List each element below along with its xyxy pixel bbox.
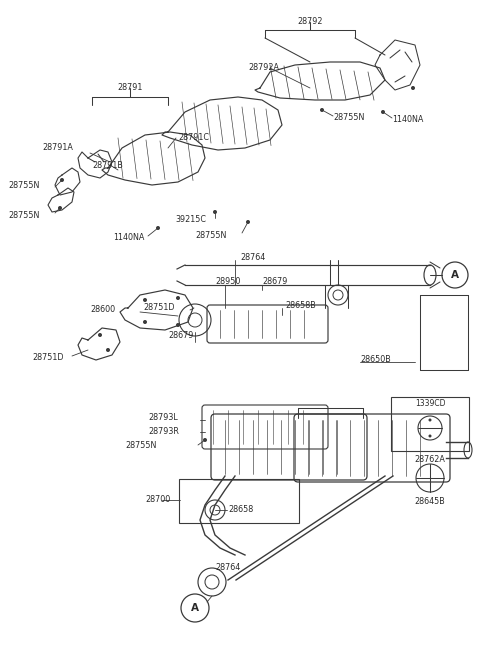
Text: 1339CD: 1339CD [415, 398, 445, 407]
Text: 28764: 28764 [215, 563, 240, 572]
Circle shape [60, 178, 64, 182]
Text: A: A [191, 603, 199, 613]
Text: 28792A: 28792A [248, 64, 279, 73]
Text: 28792: 28792 [297, 18, 323, 26]
Text: 1140NA: 1140NA [113, 233, 144, 242]
Circle shape [176, 296, 180, 300]
Circle shape [143, 298, 147, 302]
Circle shape [106, 348, 110, 352]
Circle shape [156, 226, 160, 230]
Text: 28751D: 28751D [32, 354, 63, 362]
Circle shape [98, 333, 102, 337]
Text: 28679: 28679 [168, 331, 193, 339]
Text: 28950: 28950 [215, 278, 240, 286]
Text: 28755N: 28755N [195, 231, 227, 240]
Text: 28645B: 28645B [415, 498, 445, 506]
Text: 28755N: 28755N [8, 210, 39, 219]
Text: 28755N: 28755N [8, 181, 39, 189]
Text: 28679: 28679 [262, 278, 288, 286]
Text: 28764: 28764 [240, 253, 265, 263]
Text: 28791B: 28791B [92, 160, 123, 170]
Text: 1140NA: 1140NA [392, 115, 423, 124]
Text: 28650B: 28650B [360, 356, 391, 364]
Text: 28658B: 28658B [285, 301, 316, 310]
Circle shape [381, 110, 385, 114]
Text: 28755N: 28755N [125, 441, 156, 451]
Circle shape [246, 220, 250, 224]
Text: 28793R: 28793R [148, 428, 179, 436]
Circle shape [213, 210, 217, 214]
Text: 28791: 28791 [117, 83, 143, 92]
Text: 28791C: 28791C [178, 134, 209, 143]
Text: 39215C: 39215C [175, 215, 206, 225]
Text: 28658: 28658 [228, 506, 253, 514]
Text: 28755N: 28755N [333, 113, 364, 122]
Text: A: A [451, 270, 459, 280]
Text: 28791A: 28791A [42, 143, 73, 153]
Circle shape [411, 86, 415, 90]
Circle shape [58, 206, 62, 210]
Text: 28700: 28700 [145, 495, 170, 504]
Circle shape [429, 434, 432, 438]
Text: 28762A: 28762A [415, 455, 445, 464]
Text: 28751D: 28751D [143, 303, 175, 312]
Circle shape [429, 419, 432, 422]
Text: 28793L: 28793L [148, 413, 178, 422]
Circle shape [320, 108, 324, 112]
Circle shape [203, 438, 207, 442]
Circle shape [176, 323, 180, 327]
Text: 28600: 28600 [90, 305, 115, 314]
Circle shape [143, 320, 147, 324]
